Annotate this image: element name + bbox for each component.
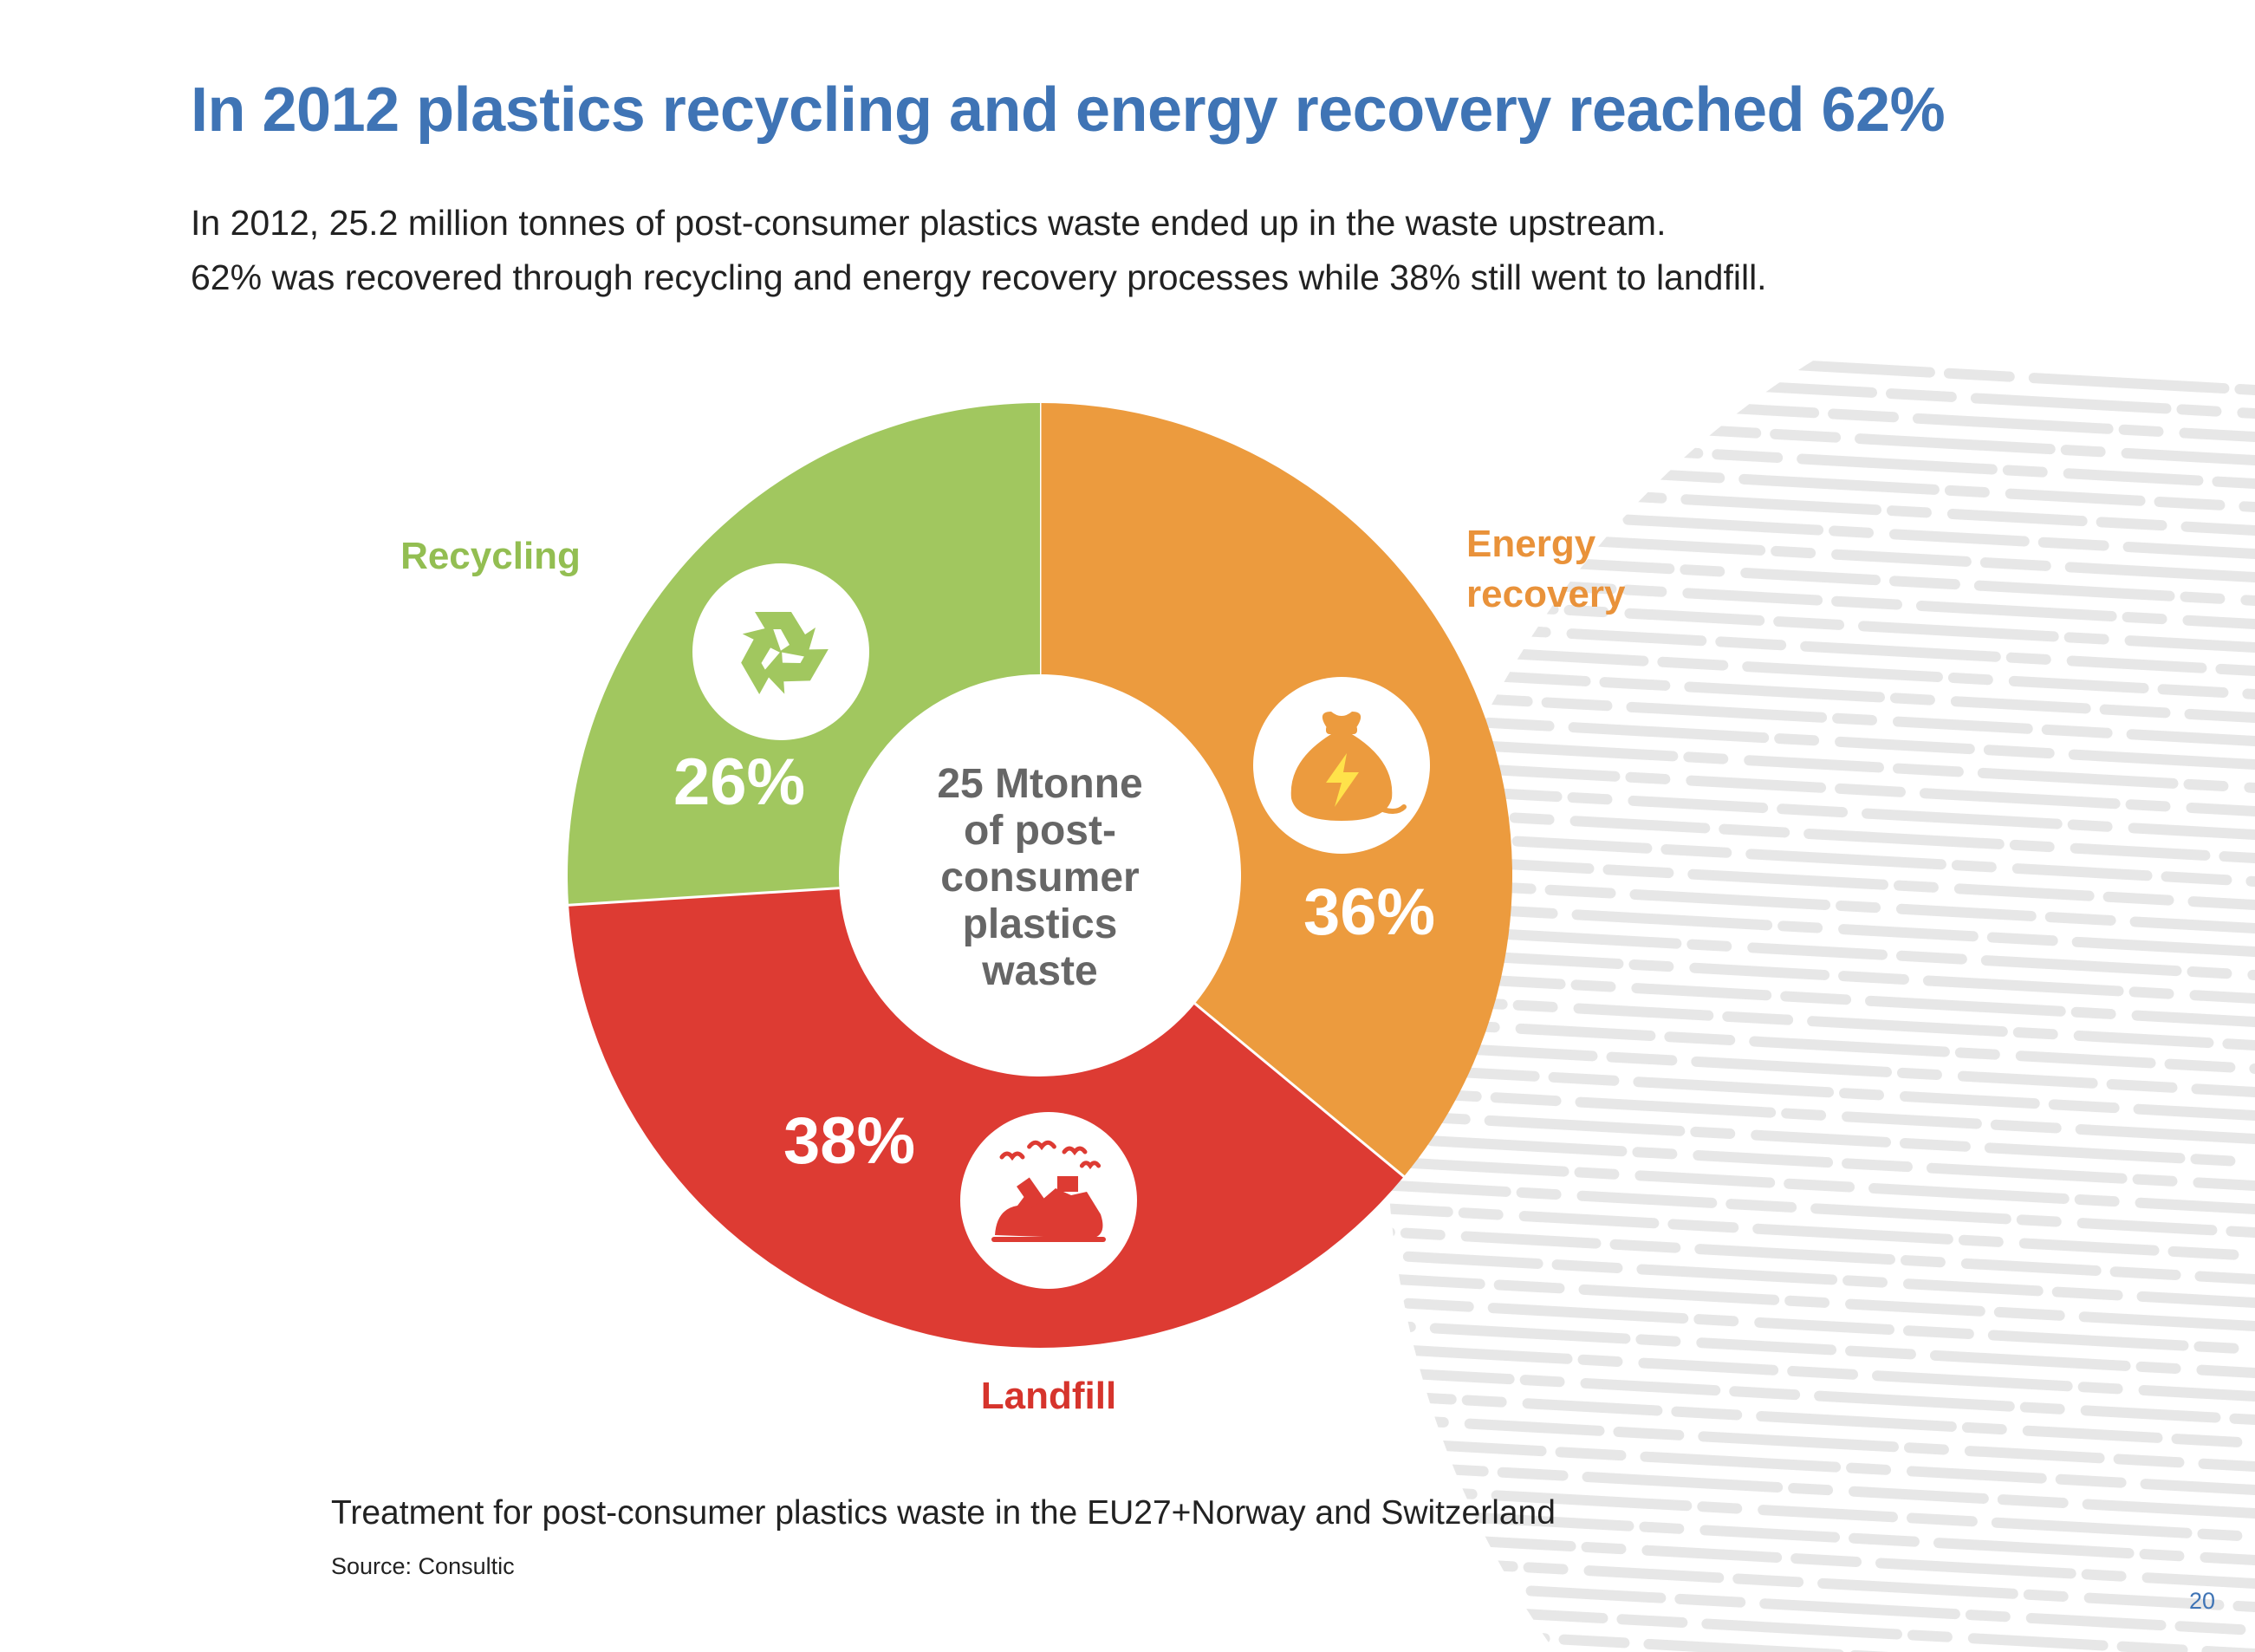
landfill-birds-icon xyxy=(960,1112,1137,1289)
intro-line-1: In 2012, 25.2 million tonnes of post-con… xyxy=(191,203,1667,243)
recycle-icon xyxy=(692,563,869,740)
page-title: In 2012 plastics recycling and energy re… xyxy=(191,75,1946,145)
chart-source: Source: Consultic xyxy=(331,1553,515,1579)
intro-text: In 2012, 25.2 million tonnes of post-con… xyxy=(191,196,1767,305)
slice-landfill xyxy=(569,888,1404,1348)
center-label: 25 Mtonne of post-consumer plastics waste xyxy=(937,761,1142,994)
value-label-recycling: 26% xyxy=(673,745,805,819)
page-number: 20 xyxy=(2189,1588,2216,1614)
money-bag-lightning-icon xyxy=(1253,677,1430,854)
value-label-landfill: 38% xyxy=(783,1104,915,1178)
category-label-energy-recovery: Energy recovery xyxy=(1466,523,1626,615)
category-label-recycling: Recycling xyxy=(400,535,581,577)
value-label-energy-recovery: 36% xyxy=(1303,875,1435,949)
chart-caption: Treatment for post-consumer plastics was… xyxy=(331,1494,1556,1532)
intro-line-2: 62% was recovered through recycling and … xyxy=(191,257,1767,297)
category-label-landfill: Landfill xyxy=(981,1375,1116,1417)
